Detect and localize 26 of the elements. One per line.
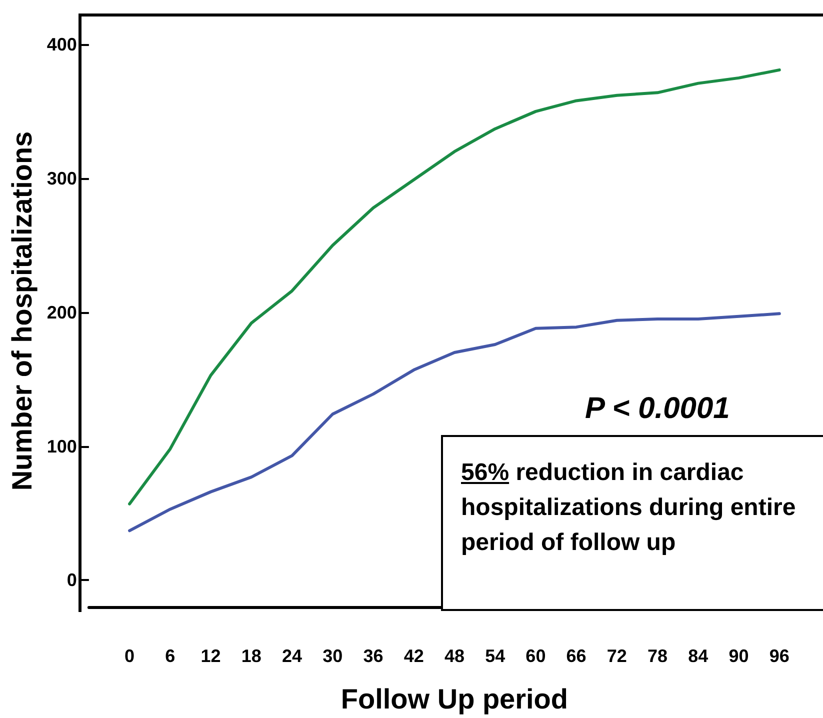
x-tick-label: 72: [606, 646, 627, 666]
y-axis-title: Number of hospitalizations: [6, 131, 38, 491]
x-tick-label: 42: [404, 646, 424, 666]
x-tick-label: 30: [322, 646, 343, 666]
x-tick-label: 24: [282, 646, 302, 666]
x-tick-label: 66: [566, 646, 586, 666]
y-tick-label: 200: [46, 302, 77, 322]
text-box: 56% reduction in cardiac hospitalizations during entire period of follow up: [441, 435, 823, 611]
x-tick-label: 60: [526, 646, 546, 666]
x-tick-label: 54: [485, 646, 506, 666]
x-tick-label: 36: [363, 646, 384, 666]
annotation: P < 0.0001: [585, 392, 730, 426]
x-axis-title: Follow Up period: [340, 684, 568, 714]
x-tick-label: 18: [241, 646, 262, 666]
x-tick-label: 84: [688, 646, 708, 666]
y-tick-label: 300: [46, 168, 77, 188]
y-tick-label: 0: [66, 570, 77, 590]
x-tick-label: 48: [444, 646, 464, 666]
y-tick-label: 100: [46, 436, 77, 456]
y-tick-label: 400: [46, 34, 77, 54]
x-tick-label: 90: [728, 646, 749, 666]
x-tick-label: 12: [200, 646, 221, 666]
x-tick-label: 96: [769, 646, 790, 666]
x-tick-label: 6: [165, 646, 176, 666]
x-tick-label: 78: [648, 646, 668, 666]
x-tick-label: 0: [124, 646, 135, 666]
